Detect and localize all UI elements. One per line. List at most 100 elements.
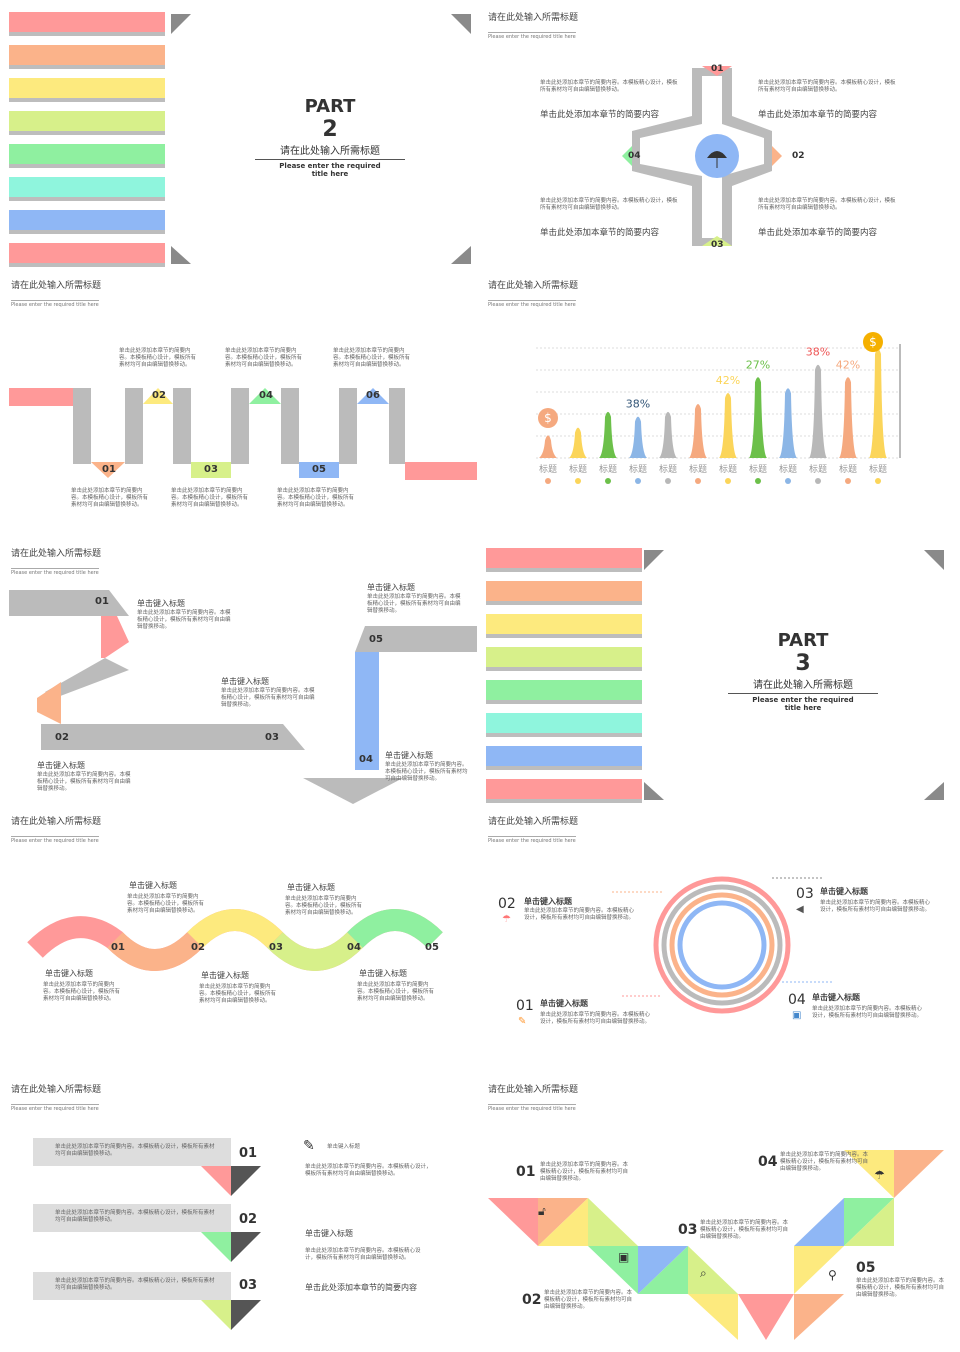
- cross-diagram: [622, 66, 782, 246]
- lock-icon: 🔓︎: [538, 1204, 546, 1218]
- header: 请在此处输入所需标题 Please enter the required tit…: [488, 281, 579, 308]
- snake-num-01: 01: [111, 942, 125, 953]
- header: 请在此处输入所需标题 Please enter the required tit…: [488, 13, 579, 40]
- marker: [695, 478, 701, 484]
- desc: 单击此处添加本章节的简要内容。本模板精心设计，模板所有素材均可自由编辑替换移动。: [524, 908, 635, 921]
- tick-label: 标题: [599, 463, 617, 475]
- desc: 单击此处添加本章节的简要内容。本模板精心设计，模板所有素材均可自由编辑替换移动。: [540, 80, 678, 93]
- wave-num-06: 06: [366, 390, 380, 401]
- summary: 单击此处添加本章节的简要内容: [540, 228, 660, 238]
- desc: 单击此处添加本章节的简要内容。本模板精心设计，模板所有素材均可自由编辑替换移动。: [55, 1210, 215, 1223]
- dollar-icon: [863, 332, 883, 352]
- item-title: 单击键入标题: [305, 1229, 353, 1238]
- wave-num-02: 02: [152, 390, 166, 401]
- desc: 单击此处添加本章节的简要内容。本模板精心设计，模板所有素材均可自由编辑替换移动。: [544, 1290, 633, 1310]
- bar: [719, 393, 737, 458]
- slide-snake: 请在此处输入所需标题 Please enter the required tit…: [5, 810, 479, 1076]
- desc: 单击此处添加本章节的简要内容。本模板精心设计，模板所有素材均可自由编辑替换移动。: [367, 594, 461, 614]
- item-title: 单击键入标题: [327, 1144, 361, 1150]
- desc: 单击此处添加本章节的简要内容。本模板精心设计，模板所有素材均可自由编辑替换移动。: [127, 894, 205, 914]
- slide-chart: 请在此处输入所需标题 Please enter the required tit…: [482, 274, 956, 540]
- tick-label: 标题: [629, 463, 647, 475]
- header: 请在此处输入所需标题 Please enter the required tit…: [11, 281, 102, 308]
- part-label: PART 3 请在此处输入所需标题 Please enter the requi…: [728, 630, 878, 712]
- marker: [845, 478, 851, 484]
- stripe: [486, 713, 642, 737]
- briefcase-icon: ▣: [618, 1250, 630, 1264]
- tri-num-04: 04: [758, 1154, 778, 1170]
- marker: [815, 478, 821, 484]
- snake-num-03: 03: [269, 942, 283, 953]
- item-title: 单击键入标题: [524, 897, 572, 906]
- item-title: 单击键入标题: [367, 583, 415, 592]
- zig-num-02: 02: [55, 732, 69, 743]
- desc: 单击此处添加本章节的简要内容。本模板精心设计，模板所有素材均可自由编辑替换移动。: [199, 984, 277, 1004]
- summary: 单击此处添加本章节的简要内容: [758, 228, 878, 238]
- item-title: 单击键入标题: [201, 971, 249, 980]
- slide-part2: PART 2 请在此处输入所需标题 Please enter the requi…: [5, 6, 479, 272]
- wave-num-05: 05: [312, 464, 326, 475]
- desc: 单击此处添加本章节的简要内容。本模板精心设计，模板所有素材均可自由编辑替换移动。: [55, 1144, 215, 1157]
- tick-label: 标题: [869, 463, 887, 475]
- cross-num-04: 04: [628, 151, 641, 161]
- umbrella-icon: ☂: [502, 914, 511, 925]
- bar: [839, 377, 857, 458]
- slide-part3: PART 3 请在此处输入所需标题 Please enter the requi…: [482, 542, 956, 808]
- bar: [809, 364, 827, 458]
- tick-label: 标题: [839, 463, 857, 475]
- desc: 单击此处添加本章节的简要内容。本模板精心设计，模板所有素材均可自由编辑替换移动。: [171, 488, 249, 508]
- bar: [629, 416, 647, 458]
- dollar-icon: [538, 408, 558, 428]
- snake-num-02: 02: [191, 942, 205, 953]
- item-title: 单击键入标题: [129, 881, 177, 890]
- data-label: 42%: [836, 358, 860, 371]
- tri-num-03: 03: [678, 1222, 698, 1238]
- marker: [665, 478, 671, 484]
- cross-num-01: 01: [711, 64, 724, 74]
- slide-zigzag: 请在此处输入所需标题 Please enter the required tit…: [5, 542, 479, 808]
- desc: 单击此处添加本章节的简要内容。本模板精心设计，模板所有素材均可自由编辑替换移动。: [37, 772, 131, 792]
- wave-num-01: 01: [102, 464, 116, 475]
- desc: 单击此处添加本章节的简要内容。本模板精心设计，模板所有素材均可自由编辑替换移动。: [540, 1162, 629, 1182]
- desc: 单击此处添加本章节的简要内容。本模板精心设计，模板所有素材均可自由编辑替换移动。: [700, 1220, 789, 1240]
- desc: 单击此处添加本章节的简要内容。本模板精心设计，模板所有素材均可自由编辑替换移动。: [43, 982, 121, 1002]
- stripe: [486, 548, 642, 572]
- desc: 单击此处添加本章节的简要内容。本模板精心设计，模板所有素材均可自由编辑替换移动。: [305, 1164, 432, 1177]
- item-title: 单击键入标题: [385, 751, 433, 760]
- stripe: [486, 581, 642, 605]
- ring-num-03: 03: [796, 886, 814, 902]
- marker: [785, 478, 791, 484]
- wave-num-03: 03: [204, 464, 218, 475]
- desc: 单击此处添加本章节的简要内容。本模板精心设计，模板所有素材均可自由编辑替换移动。: [305, 1248, 421, 1261]
- zig-num-01: 01: [95, 596, 109, 607]
- header: 请在此处输入所需标题 Please enter the required tit…: [488, 1085, 579, 1112]
- item-title: 单击键入标题: [812, 993, 860, 1002]
- item-title: 单击键入标题: [820, 887, 868, 896]
- marker: [755, 478, 761, 484]
- stripe: [9, 78, 165, 102]
- desc: 单击此处添加本章节的简要内容。本模板精心设计，模板所有素材均可自由编辑替换移动。: [540, 198, 678, 211]
- summary: 单击此处添加本章节的简要内容: [305, 1283, 417, 1292]
- stripe: [9, 210, 165, 234]
- slide-rings: 请在此处输入所需标题 Please enter the required tit…: [482, 810, 956, 1076]
- bar: [539, 435, 557, 458]
- zig-num-03: 03: [265, 732, 279, 743]
- item-title: 单击键入标题: [359, 969, 407, 978]
- stripe: [9, 111, 165, 135]
- bar: [779, 388, 797, 458]
- stripe: [486, 614, 642, 638]
- tick-label: 标题: [719, 463, 737, 475]
- tab-num-03: 03: [239, 1278, 258, 1293]
- stripe: [9, 45, 165, 69]
- dollar-icon: $: [544, 411, 552, 425]
- rings-diagram: [612, 876, 832, 1014]
- desc: 单击此处添加本章节的简要内容。本模板精心设计，模板所有素材均可自由编辑替换移动。: [540, 1012, 651, 1025]
- tick-label: 标题: [809, 463, 827, 475]
- slide-triangles: 请在此处输入所需标题 Please enter the required tit…: [482, 1078, 956, 1344]
- stripe: [486, 779, 642, 803]
- item-title: 单击键入标题: [137, 599, 185, 608]
- desc: 单击此处添加本章节的简要内容。本模板精心设计，模板所有素材均可自由编辑替换移动。: [758, 80, 896, 93]
- item-title: 单击键入标题: [540, 999, 588, 1008]
- triangle-diagram: [488, 1150, 944, 1340]
- marker: [605, 478, 611, 484]
